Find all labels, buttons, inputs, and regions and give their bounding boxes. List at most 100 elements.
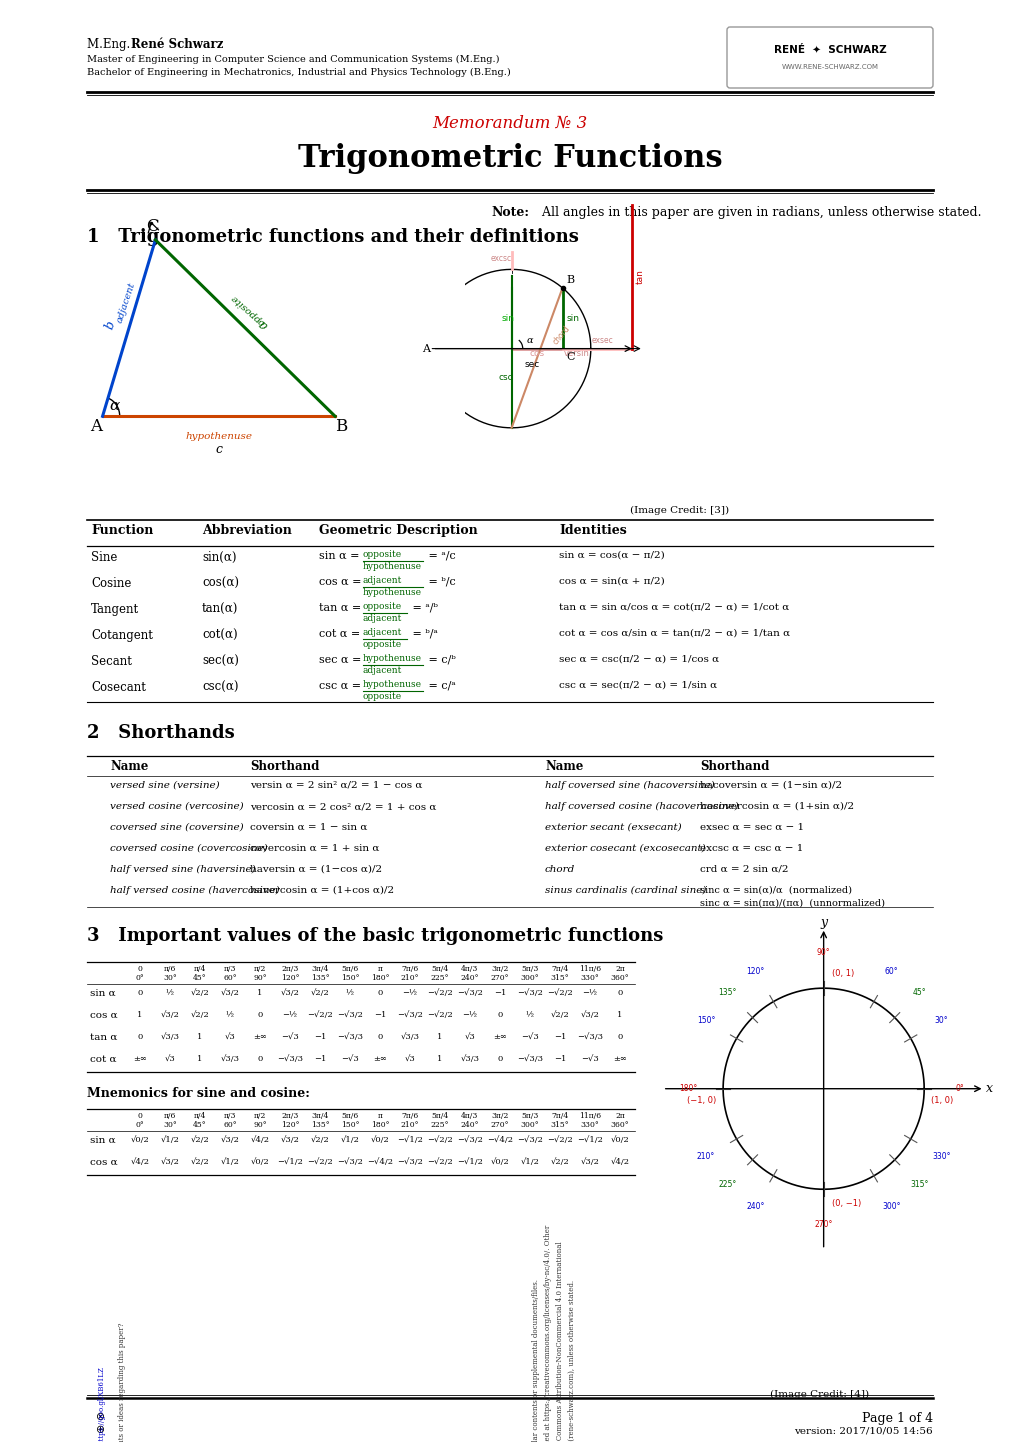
- Text: exterior secant (exsecant): exterior secant (exsecant): [544, 823, 681, 832]
- Text: 2π/3: 2π/3: [281, 1112, 299, 1120]
- Text: −√1/2: −√1/2: [396, 1136, 423, 1144]
- Text: C: C: [147, 218, 159, 235]
- FancyBboxPatch shape: [727, 27, 932, 88]
- Text: sin: sin: [567, 314, 579, 323]
- Text: 330°: 330°: [580, 973, 599, 982]
- Text: sin(α): sin(α): [202, 551, 236, 564]
- Text: ½: ½: [345, 989, 354, 996]
- Text: opposite: opposite: [363, 549, 401, 559]
- Text: B: B: [335, 418, 347, 435]
- Text: C: C: [566, 352, 574, 362]
- Text: vercosin α = 2 cos² α/2 = 1 + cos α: vercosin α = 2 cos² α/2 = 1 + cos α: [250, 802, 436, 810]
- Text: −1: −1: [314, 1056, 326, 1063]
- Text: 2π/3: 2π/3: [281, 965, 299, 973]
- Text: (0, 1): (0, 1): [830, 969, 853, 978]
- Text: π/3: π/3: [223, 1112, 236, 1120]
- Text: −√2/2: −√2/2: [546, 989, 573, 996]
- Text: 270°: 270°: [490, 1120, 508, 1129]
- Text: 60°: 60°: [883, 966, 898, 976]
- Text: 300°: 300°: [520, 973, 539, 982]
- Text: √3/3: √3/3: [460, 1056, 479, 1063]
- Text: exsec: exsec: [591, 336, 613, 345]
- Text: −√2/2: −√2/2: [546, 1136, 573, 1144]
- Text: −√3/2: −√3/2: [336, 1158, 363, 1167]
- Text: (Image Credit: [4]): (Image Credit: [4]): [769, 1390, 869, 1399]
- Text: ±∞: ±∞: [612, 1056, 627, 1063]
- Text: 7π/4: 7π/4: [551, 965, 568, 973]
- Text: ±∞: ±∞: [492, 1032, 506, 1041]
- Text: √2/2: √2/2: [550, 1158, 569, 1167]
- Text: ©2017 M.Eng. René Schwarz (rene-schwarz.com), unless otherwise stated.: ©2017 M.Eng. René Schwarz (rene-schwarz.…: [568, 1279, 576, 1442]
- Text: √0/2: √0/2: [370, 1136, 389, 1144]
- Text: versed cosine (vercosine): versed cosine (vercosine): [110, 802, 244, 810]
- Text: csc(α): csc(α): [202, 681, 238, 694]
- Text: hacoversin α = (1−sin α)/2: hacoversin α = (1−sin α)/2: [699, 782, 842, 790]
- Text: −√2/2: −√2/2: [427, 1158, 452, 1167]
- Text: 90°: 90°: [253, 1120, 267, 1129]
- Text: License (CC BY-NC 4.0), which can be examined at https://creativecommons.org/lic: License (CC BY-NC 4.0), which can be exa…: [543, 1224, 551, 1442]
- Text: (Image Credit: [3]): (Image Credit: [3]): [630, 506, 729, 515]
- Text: 1: 1: [257, 989, 263, 996]
- Text: 60°: 60°: [223, 1120, 236, 1129]
- Text: −√2/2: −√2/2: [427, 1011, 452, 1019]
- Text: π/6: π/6: [164, 1112, 176, 1120]
- Text: √3/2: √3/2: [220, 1136, 239, 1144]
- Text: cos α =: cos α =: [319, 577, 365, 587]
- Text: α: α: [527, 336, 533, 345]
- Text: 1: 1: [197, 1056, 203, 1063]
- Text: tan(α): tan(α): [202, 603, 238, 616]
- Text: 1: 1: [197, 1032, 203, 1041]
- Text: π: π: [377, 965, 382, 973]
- Text: Master of Engineering in Computer Science and Communication Systems (M.Eng.): Master of Engineering in Computer Scienc…: [87, 55, 499, 63]
- Text: √4/2: √4/2: [130, 1158, 150, 1167]
- Text: −√4/2: −√4/2: [367, 1158, 392, 1167]
- Text: WWW.RENE-SCHWARZ.COM: WWW.RENE-SCHWARZ.COM: [781, 63, 877, 71]
- Text: 7π/4: 7π/4: [551, 1112, 568, 1120]
- Text: 5π/3: 5π/3: [521, 965, 538, 973]
- Text: √3/2: √3/2: [580, 1011, 599, 1019]
- Text: 210°: 210°: [400, 1120, 419, 1129]
- Text: √3/3: √3/3: [400, 1032, 419, 1041]
- Text: csc α = sec(π/2 − α) = 1/sin α: csc α = sec(π/2 − α) = 1/sin α: [558, 681, 716, 691]
- Text: √3: √3: [405, 1056, 415, 1063]
- Text: 120°: 120°: [280, 1120, 299, 1129]
- Text: −½: −½: [582, 989, 597, 996]
- Text: 270°: 270°: [490, 973, 508, 982]
- Text: π/2: π/2: [254, 965, 266, 973]
- Text: 4π/3: 4π/3: [461, 965, 478, 973]
- Text: 90°: 90°: [816, 949, 829, 957]
- Text: Shorthand: Shorthand: [250, 760, 319, 773]
- Text: sin α: sin α: [90, 1136, 115, 1145]
- Text: 0: 0: [497, 1056, 502, 1063]
- Text: 11π/6: 11π/6: [579, 965, 600, 973]
- Text: −√2/2: −√2/2: [307, 1158, 332, 1167]
- Text: 210°: 210°: [696, 1152, 714, 1161]
- Text: 300°: 300°: [520, 1120, 539, 1129]
- Text: sinus cardinalis (cardinal sine): sinus cardinalis (cardinal sine): [544, 885, 706, 895]
- Text: 360°: 360°: [610, 1120, 629, 1129]
- Text: = ᵇ/ᵃ: = ᵇ/ᵃ: [409, 629, 437, 639]
- Text: √3/2: √3/2: [160, 1158, 179, 1167]
- Text: √2/2: √2/2: [191, 989, 209, 996]
- Text: b: b: [103, 319, 118, 332]
- Text: −1: −1: [493, 989, 505, 996]
- Text: exsec α = sec α − 1: exsec α = sec α − 1: [699, 823, 803, 832]
- Text: 2π: 2π: [614, 1112, 625, 1120]
- Text: √3: √3: [224, 1032, 235, 1041]
- Text: 135°: 135°: [717, 988, 736, 998]
- Text: 330°: 330°: [931, 1152, 950, 1161]
- Text: This work is licensed under the Creative Commons Attribution-NonCommercial 4.0 I: This work is licensed under the Creative…: [555, 1242, 564, 1442]
- Text: √3/3: √3/3: [220, 1056, 239, 1063]
- Text: 225°: 225°: [430, 1120, 448, 1129]
- Text: coversed sine (coversine): coversed sine (coversine): [110, 823, 244, 832]
- Text: hypothenuse: hypothenuse: [185, 431, 252, 441]
- Text: −√3: −√3: [521, 1032, 538, 1041]
- Text: −√4/2: −√4/2: [486, 1136, 513, 1144]
- Text: 45°: 45°: [193, 973, 207, 982]
- Text: ½: ½: [166, 989, 174, 996]
- Text: 1: 1: [437, 1056, 442, 1063]
- Text: −√3/2: −√3/2: [336, 1011, 363, 1019]
- Text: −½: −½: [282, 1011, 298, 1019]
- Text: sinc α = sin(πα)/(πα)  (unnormalized): sinc α = sin(πα)/(πα) (unnormalized): [699, 898, 884, 908]
- Text: 5π/3: 5π/3: [521, 1112, 538, 1120]
